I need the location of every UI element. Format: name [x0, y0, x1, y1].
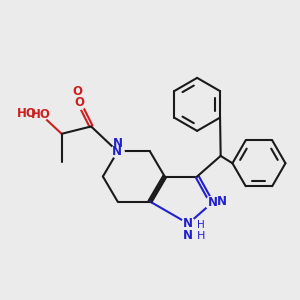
Circle shape: [111, 145, 124, 158]
Text: N: N: [112, 145, 122, 158]
Circle shape: [73, 96, 86, 110]
Text: N: N: [183, 217, 193, 230]
Text: O: O: [73, 85, 83, 98]
Text: H: H: [197, 220, 205, 230]
Text: N: N: [183, 229, 193, 242]
Text: HO: HO: [17, 107, 37, 120]
Circle shape: [34, 108, 47, 121]
Text: H: H: [196, 231, 205, 241]
Text: N: N: [217, 195, 227, 208]
Circle shape: [182, 217, 195, 230]
Text: HO: HO: [31, 108, 51, 121]
Text: O: O: [74, 96, 84, 110]
Circle shape: [206, 196, 218, 209]
Text: N: N: [207, 196, 218, 209]
Text: N: N: [112, 137, 123, 150]
